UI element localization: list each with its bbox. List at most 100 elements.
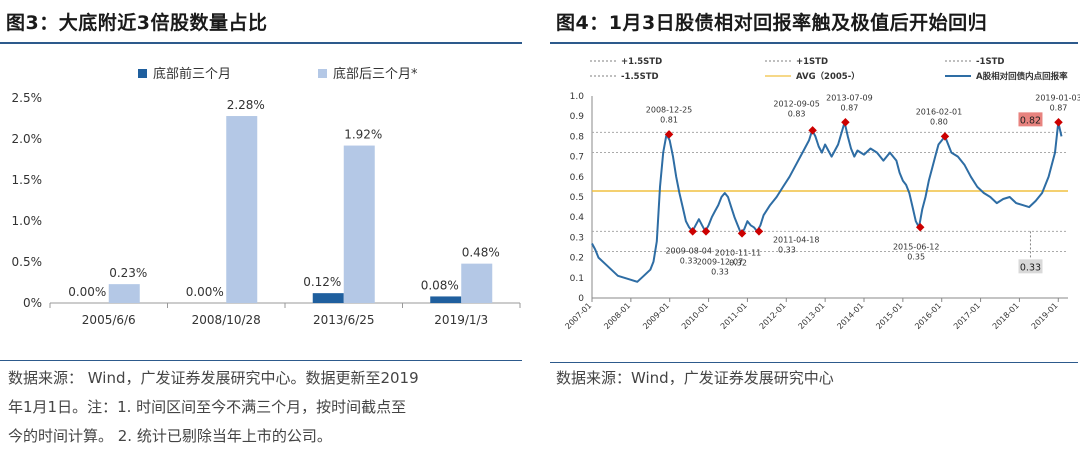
y-tick-label: 0	[578, 294, 584, 304]
bar-data-label: 0.48%	[462, 246, 500, 260]
annotation-value: 0.33	[680, 256, 698, 265]
annotation-date: 2016-02-01	[916, 107, 963, 116]
extreme-marker	[701, 227, 711, 236]
y-tick-label: 0.8	[570, 132, 585, 142]
annotation-value: 0.87	[1050, 103, 1068, 112]
legend-label: +1STD	[796, 57, 828, 67]
x-tick-label: 2017-01	[952, 301, 982, 331]
line-chart: +1.5STD +1STD -1STD -1.5STD AVG（2005-） A股相对回债…	[563, 57, 1080, 331]
bar-data-label: 1.92%	[344, 128, 382, 142]
x-tick-label: 2019-01	[1030, 301, 1060, 331]
annotation-value: 0.83	[788, 109, 806, 118]
extreme-marker	[1054, 118, 1063, 127]
source-line: 年1月1日。注：1. 时间区间至今不满三个月，按时间截点至	[8, 398, 407, 416]
bar	[226, 116, 258, 303]
y-tick-label: 0.4	[570, 213, 585, 223]
boxed-label-bg	[1018, 259, 1043, 274]
y-tick-label: 1.5%	[12, 173, 43, 187]
series-line	[591, 121, 1063, 283]
x-tick-label: 2019/1/3	[434, 313, 488, 327]
right-title-rule	[550, 42, 1078, 44]
annotation-date: 2012-09-05	[773, 99, 820, 108]
bar-data-label: 0.00%	[68, 285, 106, 299]
left-source-note: 数据来源： Wind，广发证券发展研究中心。数据更新至2019 年1月1日。注：…	[8, 364, 419, 451]
boxed-label-bg	[1018, 112, 1043, 127]
annotation-value: 0.33	[711, 267, 729, 276]
annotation-value: 0.32	[729, 258, 747, 267]
legend-label: +1.5STD	[621, 57, 662, 67]
annotation-date: 2009-08-04	[665, 246, 712, 255]
annotation-date: 2008-12-25	[646, 105, 693, 114]
x-tick-label: 2014-01	[835, 301, 865, 331]
right-source-rule	[550, 362, 1078, 363]
y-tick-label: 0%	[23, 296, 42, 310]
x-tick-label: 2016-01	[913, 301, 943, 331]
x-tick-label: 2005/6/6	[82, 313, 136, 327]
x-tick-label: 2009-01	[641, 301, 671, 331]
y-tick-label: 2.0%	[12, 132, 43, 146]
annotation-date: 2015-06-12	[893, 242, 940, 251]
y-tick-label: 0.5%	[12, 255, 43, 269]
bar	[343, 145, 375, 303]
extreme-marker	[808, 126, 817, 135]
legend-label: AVG（2005-）	[796, 71, 860, 82]
bar-data-label: 0.00%	[186, 285, 224, 299]
y-tick-label: 2.5%	[12, 91, 43, 105]
annotation-value: 0.33	[778, 245, 796, 254]
annotation-value: 0.35	[907, 252, 925, 261]
y-tick-label: 0.6	[570, 173, 585, 183]
bar	[108, 284, 140, 303]
legend-label: 底部前三个月	[153, 66, 231, 82]
x-tick-label: 2013-01	[797, 301, 827, 331]
bar	[312, 293, 344, 303]
boxed-label-upper: 0.82	[1020, 115, 1041, 126]
bar	[461, 263, 493, 303]
extreme-marker	[841, 118, 850, 127]
legend-swatch	[138, 69, 147, 78]
annotation-date: 2011-04-18	[773, 235, 820, 244]
extreme-marker	[915, 223, 925, 232]
y-tick-label: 0.2	[570, 254, 584, 264]
bar-data-label: 0.12%	[303, 275, 341, 289]
x-tick-label: 2008/10/28	[192, 313, 261, 327]
x-tick-label: 2018-01	[991, 301, 1021, 331]
annotation-value: 0.87	[841, 103, 859, 112]
y-tick-label: 0.7	[570, 153, 584, 163]
bar-data-label: 0.23%	[109, 266, 147, 280]
legend-label: -1.5STD	[621, 72, 659, 82]
legend-label: 底部后三个月*	[333, 66, 418, 82]
legend-label: A股相对回债内点回报率	[976, 71, 1068, 82]
annotation-date: 2013-07-09	[826, 93, 873, 102]
annotation-value: 0.81	[660, 115, 678, 124]
x-tick-label: 2012-01	[758, 301, 788, 331]
y-tick-label: 1.0	[570, 92, 585, 102]
x-tick-label: 2015-01	[874, 301, 904, 331]
annotation-value: 0.80	[930, 117, 948, 126]
legend-swatch	[318, 69, 327, 78]
y-tick-label: 0.3	[570, 233, 584, 243]
annotation-date: 2009-12-07	[697, 257, 744, 266]
legend-label: -1STD	[976, 57, 1004, 67]
x-tick-label: 2011-01	[719, 301, 749, 331]
y-tick-label: 1.0%	[12, 214, 43, 228]
y-tick-label: 0.5	[570, 193, 584, 203]
right-panel: 图4：1月3日股债相对回报率触及极值后开始回归 +1.5STD +1STD -1ST…	[550, 0, 1080, 460]
right-chart-title: 图4：1月3日股债相对回报率触及极值后开始回归	[556, 12, 988, 34]
annotation-date: 2010-11-11	[715, 248, 762, 257]
extreme-marker	[688, 227, 697, 236]
bar-chart: 0% 0.5% 1.0% 1.5% 2.0% 2.5% 底部前三个月 底部后三个月* 2005/…	[12, 66, 521, 327]
x-tick-label: 2013/6/25	[313, 313, 375, 327]
bar	[430, 296, 462, 303]
left-source-rule	[0, 360, 522, 361]
annotation-date: 2019-01-03	[1035, 93, 1080, 102]
left-panel: 图3：大底附近3倍股数量占比 0% 0.5% 1.0% 1.5% 2.0% 2.5% 底部前…	[0, 0, 530, 460]
bar-data-label: 0.08%	[421, 278, 459, 292]
y-tick-label: 0.9	[570, 112, 585, 122]
boxed-label-lower: 0.33	[1020, 262, 1041, 273]
x-tick-label: 2007-01	[563, 301, 593, 331]
x-tick-label: 2008-01	[602, 301, 632, 331]
x-tick-label: 2010-01	[680, 301, 710, 331]
bar-data-label: 2.28%	[227, 98, 265, 112]
left-title-rule	[0, 42, 522, 44]
source-line: 今的时间计算。 2. 统计已剔除当年上市的公司。	[8, 427, 332, 445]
